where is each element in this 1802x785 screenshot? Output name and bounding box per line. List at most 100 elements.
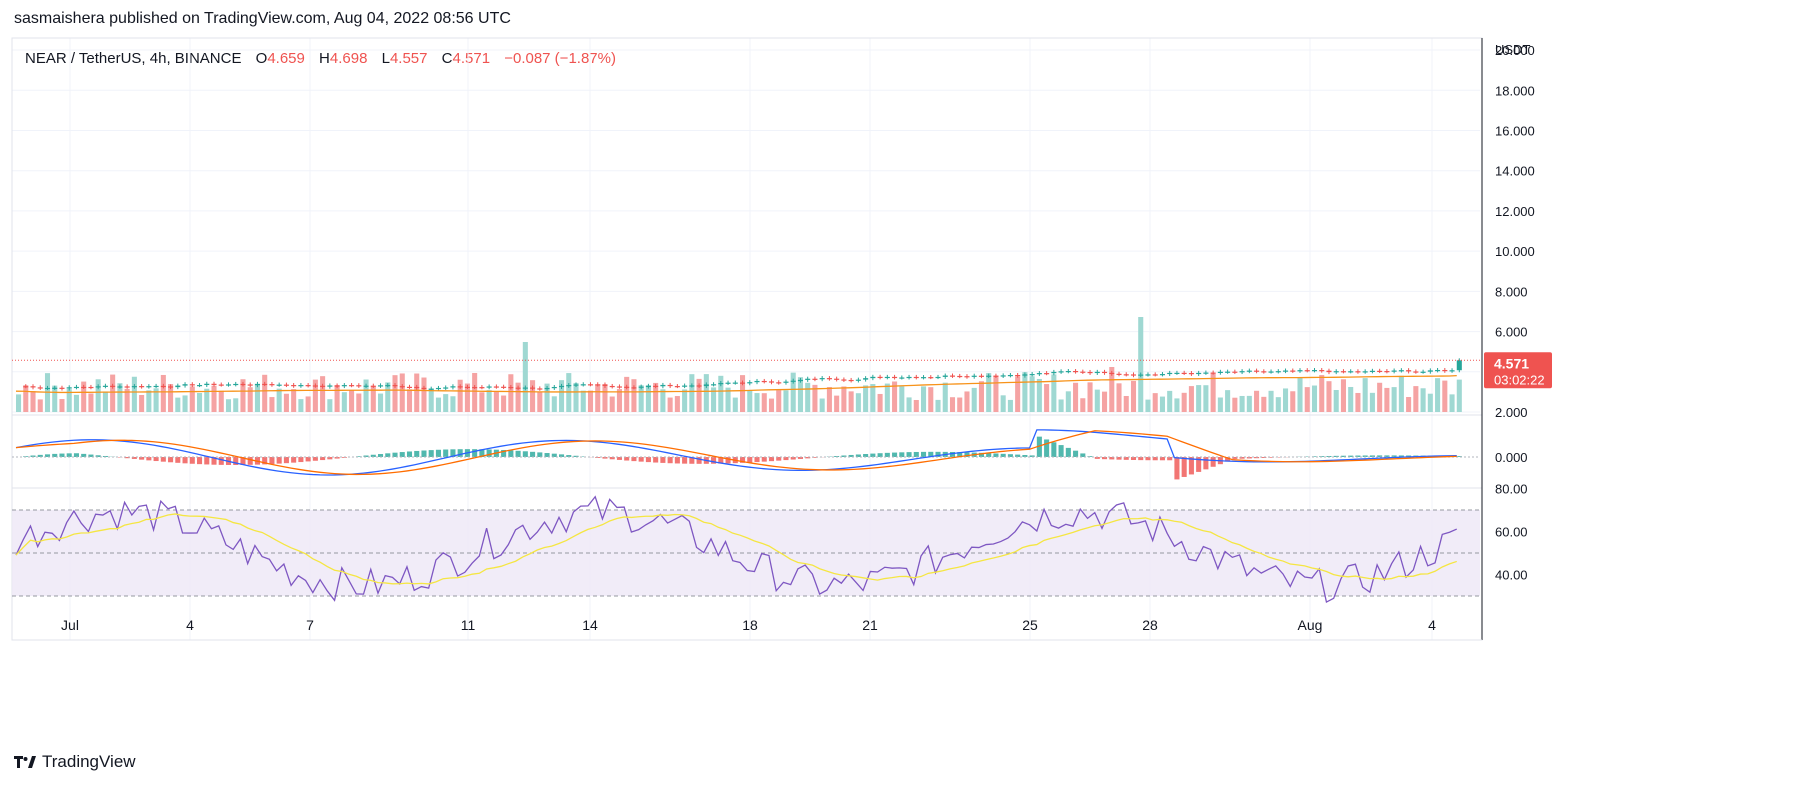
candle-body [52, 387, 58, 389]
macd-histogram-bar [949, 451, 956, 457]
volume-bar [1116, 383, 1122, 412]
volume-bar [59, 399, 65, 412]
candle-body [30, 386, 36, 388]
macd-histogram-bar [957, 452, 963, 457]
macd-histogram-bar [913, 451, 919, 457]
volume-bar [855, 393, 861, 412]
countdown-label: 03:02:22 [1494, 372, 1545, 387]
macd-histogram-bar [1391, 455, 1397, 457]
volume-bar [254, 384, 260, 412]
macd-histogram-bar [1311, 456, 1318, 457]
candle-body [1000, 375, 1006, 377]
volume-bar [1362, 378, 1368, 412]
macd-histogram-bar [443, 449, 449, 457]
candle-body [204, 383, 210, 386]
volume-bar [1384, 387, 1390, 412]
candle-body [269, 384, 275, 386]
volume-bar [1022, 372, 1028, 412]
macd-histogram-bar [609, 457, 615, 460]
macd-histogram-bar [892, 452, 898, 457]
volume-bar [1109, 367, 1115, 412]
candle-body [522, 387, 528, 389]
candle-body [1420, 371, 1426, 373]
macd-histogram-bar [153, 457, 159, 462]
candle-body [37, 387, 43, 389]
volume-bar [797, 377, 803, 412]
candle-body [464, 386, 470, 389]
candle-body [783, 381, 789, 383]
candle-body [624, 386, 630, 388]
candle-body [233, 383, 239, 386]
macd-histogram-bar [1174, 457, 1180, 480]
volume-bar [450, 396, 456, 412]
candle-body [747, 382, 753, 384]
volume-bar [218, 390, 224, 412]
volume-bar [23, 385, 29, 412]
volume-bars [16, 317, 1462, 412]
time-tick-label: 21 [862, 617, 878, 633]
volume-bar [320, 376, 326, 412]
time-tick-label: Aug [1298, 617, 1323, 633]
candle-body [472, 387, 478, 389]
candle-body [812, 378, 818, 380]
candle-body [1203, 372, 1209, 374]
volume-bar [1102, 391, 1108, 412]
time-tick-label: 18 [742, 617, 758, 633]
volume-bar [30, 391, 36, 412]
candle-body [1022, 374, 1028, 376]
candle-body [73, 386, 79, 389]
candle-body [797, 379, 803, 382]
candle-body [1109, 372, 1115, 375]
macd-histogram-bar [551, 453, 557, 457]
time-tick-label: 4 [186, 617, 194, 633]
macd-histogram-bar [631, 457, 637, 462]
candle-body [88, 386, 94, 389]
macd-histogram-bar [421, 450, 427, 457]
low-value: 4.557 [389, 50, 428, 67]
volume-bar [153, 388, 159, 412]
macd-histogram-bar [1007, 454, 1013, 457]
volume-bar [530, 380, 536, 412]
candle-body [1174, 372, 1180, 375]
candle-body [1377, 370, 1383, 373]
volume-bar [609, 396, 615, 412]
macd-histogram-bar [1348, 455, 1354, 457]
candle-body [768, 381, 775, 383]
volume-bar [406, 389, 413, 412]
volume-bar [595, 384, 601, 412]
candle-body [551, 386, 557, 389]
price-tick-label: 20.000 [1495, 43, 1535, 58]
candle-body [1268, 371, 1274, 373]
volume-bar [37, 399, 43, 412]
candle-body [892, 376, 898, 379]
macd-histogram-bar [1377, 455, 1383, 457]
volume-bar [435, 397, 441, 412]
price-tick-label: 6.000 [1495, 325, 1528, 340]
volume-bar [1217, 397, 1223, 412]
macd-histogram-bar [218, 457, 224, 465]
macd-histogram-bar [522, 451, 528, 457]
candle-body [1094, 371, 1100, 374]
rsi-panel [15, 495, 1458, 603]
macd-histogram-bar [124, 457, 130, 459]
macd-histogram-bar [298, 457, 304, 463]
volume-bar [197, 392, 203, 412]
volume-bar [515, 382, 521, 412]
candle-body [197, 385, 203, 387]
volume-bar [1065, 391, 1071, 412]
candle-body [761, 380, 767, 383]
macd-histogram-bar [168, 457, 174, 463]
rsi-band-fill [12, 510, 1480, 596]
macd-histogram-bar [189, 457, 195, 464]
volume-bar [102, 391, 108, 412]
macd-histogram-bar [1384, 455, 1390, 457]
candle-body [435, 387, 441, 390]
macd-histogram-bar [1196, 457, 1202, 472]
candle-body [718, 383, 724, 385]
macd-histogram-bar [1268, 457, 1274, 458]
tradingview-brand[interactable]: TradingView [14, 752, 136, 772]
macd-histogram-bar [1051, 442, 1057, 457]
rsi-tick-label: 80.00 [1495, 482, 1528, 497]
volume-bar [110, 374, 116, 412]
